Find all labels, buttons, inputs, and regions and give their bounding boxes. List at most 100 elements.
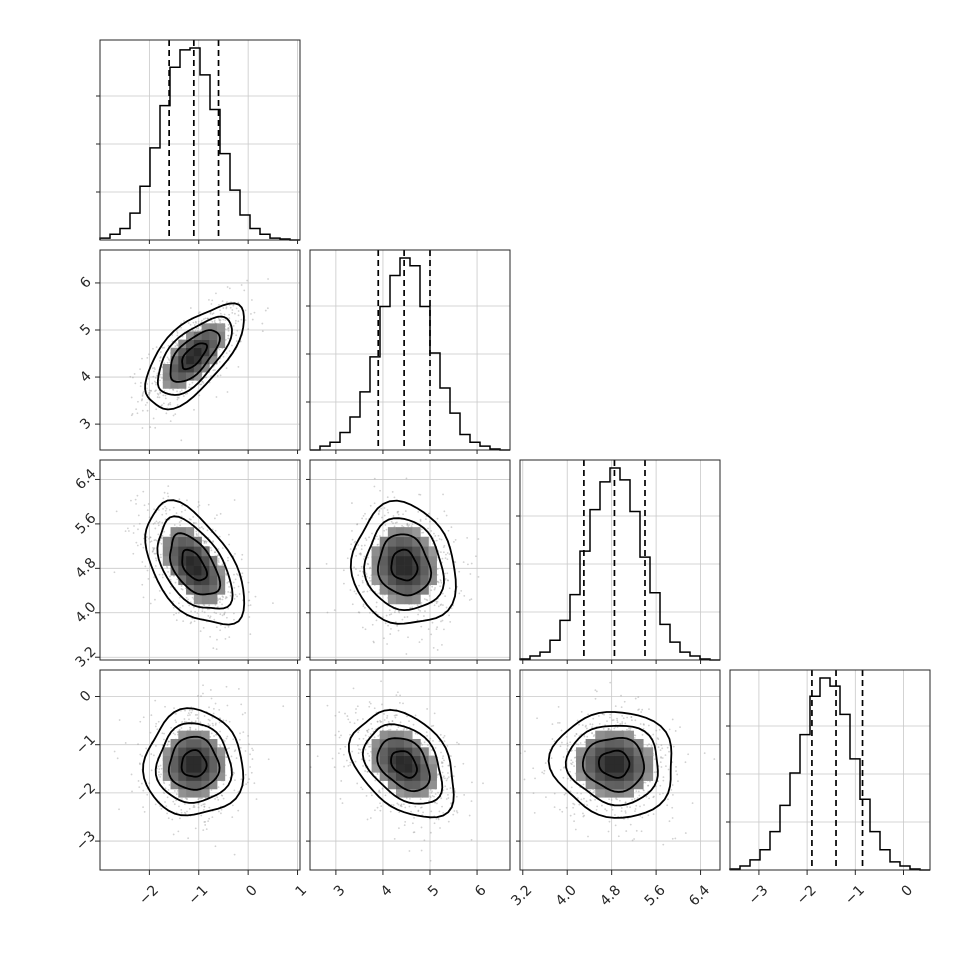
sample-point bbox=[393, 496, 396, 499]
sample-point bbox=[232, 332, 235, 335]
sample-point bbox=[621, 722, 624, 725]
sample-point bbox=[657, 738, 660, 741]
density-cell bbox=[624, 780, 634, 790]
sample-point bbox=[197, 695, 199, 697]
density-cell bbox=[217, 323, 226, 332]
sample-point bbox=[343, 765, 345, 768]
sample-point bbox=[442, 551, 445, 554]
sample-point bbox=[177, 396, 180, 399]
sample-point bbox=[225, 574, 228, 576]
sample-point bbox=[419, 798, 422, 801]
density-cell bbox=[576, 772, 586, 781]
sample-point bbox=[442, 604, 444, 606]
sample-point bbox=[362, 605, 365, 608]
sample-point bbox=[161, 346, 164, 349]
sample-point bbox=[639, 723, 642, 725]
sample-point bbox=[430, 791, 433, 794]
density-cell bbox=[162, 772, 171, 781]
sample-point bbox=[455, 795, 458, 798]
sample-point bbox=[433, 532, 435, 535]
sample-point bbox=[191, 381, 194, 384]
sample-point bbox=[240, 558, 243, 561]
sample-point bbox=[235, 334, 238, 337]
sample-point bbox=[404, 820, 407, 823]
contour-3-2-1 bbox=[582, 736, 646, 793]
sample-point bbox=[569, 770, 572, 773]
sample-point bbox=[447, 529, 450, 532]
density-cell bbox=[193, 565, 202, 576]
contour-2-1-3 bbox=[349, 499, 457, 625]
density-cell bbox=[387, 527, 397, 538]
sample-point bbox=[411, 822, 414, 825]
sample-point bbox=[267, 758, 270, 761]
sample-point bbox=[190, 711, 193, 714]
sample-point bbox=[187, 712, 190, 714]
sample-point bbox=[397, 610, 400, 613]
sample-point bbox=[388, 609, 391, 612]
sample-point bbox=[253, 782, 256, 785]
sample-point bbox=[457, 743, 460, 745]
sample-point bbox=[383, 713, 385, 715]
sample-point bbox=[357, 574, 360, 577]
sample-point bbox=[574, 828, 577, 831]
sample-point bbox=[213, 321, 216, 323]
sample-point bbox=[210, 303, 213, 305]
sample-point bbox=[223, 613, 226, 616]
sample-point bbox=[563, 767, 565, 769]
sample-point bbox=[204, 540, 207, 543]
sample-point bbox=[570, 786, 573, 789]
sample-point bbox=[379, 809, 382, 812]
sample-point bbox=[383, 507, 386, 509]
sample-point bbox=[141, 398, 144, 401]
sample-point bbox=[254, 595, 257, 598]
sample-point bbox=[452, 775, 455, 778]
sample-point bbox=[166, 743, 169, 746]
sample-point bbox=[608, 820, 611, 823]
sample-point bbox=[397, 726, 400, 728]
sample-point bbox=[193, 804, 195, 807]
sample-point bbox=[386, 496, 389, 499]
density-cell bbox=[576, 747, 586, 756]
sample-point bbox=[397, 629, 400, 632]
sample-point bbox=[642, 723, 645, 725]
sample-point bbox=[152, 417, 155, 420]
sample-point bbox=[147, 577, 150, 580]
sample-point bbox=[216, 606, 219, 608]
sample-point bbox=[592, 717, 595, 720]
sample-point bbox=[449, 621, 452, 623]
sample-point bbox=[179, 606, 181, 609]
density-cell bbox=[387, 738, 397, 748]
sample-point bbox=[193, 806, 196, 808]
sample-point bbox=[668, 750, 670, 753]
density-cell bbox=[395, 555, 405, 566]
sample-point bbox=[671, 837, 674, 840]
density-cell bbox=[624, 730, 634, 740]
sample-point bbox=[400, 805, 403, 808]
sample-point bbox=[601, 804, 603, 807]
sample-point bbox=[360, 548, 363, 551]
density-cell bbox=[371, 555, 381, 566]
sample-point bbox=[175, 799, 178, 802]
density-cell bbox=[404, 747, 413, 756]
sample-point bbox=[236, 329, 239, 332]
sample-point bbox=[227, 591, 230, 593]
sample-point bbox=[347, 718, 350, 721]
sample-point bbox=[406, 616, 409, 618]
sample-point bbox=[630, 719, 633, 722]
sample-point bbox=[419, 493, 422, 496]
sample-point bbox=[438, 810, 441, 813]
density-cell bbox=[170, 527, 179, 538]
sample-point bbox=[353, 541, 356, 544]
sample-point bbox=[168, 784, 171, 786]
sample-point bbox=[469, 573, 472, 575]
sample-point bbox=[664, 754, 667, 757]
density-cell bbox=[170, 780, 179, 790]
sample-point bbox=[167, 740, 170, 743]
pair-panel-3-0 bbox=[99, 669, 301, 871]
density-cell bbox=[412, 546, 421, 557]
density-cell bbox=[595, 755, 606, 765]
sample-point bbox=[144, 404, 147, 406]
sample-point bbox=[452, 541, 455, 543]
sample-point bbox=[433, 588, 436, 591]
sample-point bbox=[369, 702, 372, 705]
